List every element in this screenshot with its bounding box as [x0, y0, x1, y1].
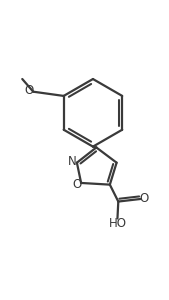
Text: HO: HO [108, 217, 126, 230]
Text: N: N [68, 155, 77, 168]
Text: O: O [140, 192, 149, 205]
Text: O: O [73, 178, 82, 191]
Text: O: O [25, 84, 34, 97]
